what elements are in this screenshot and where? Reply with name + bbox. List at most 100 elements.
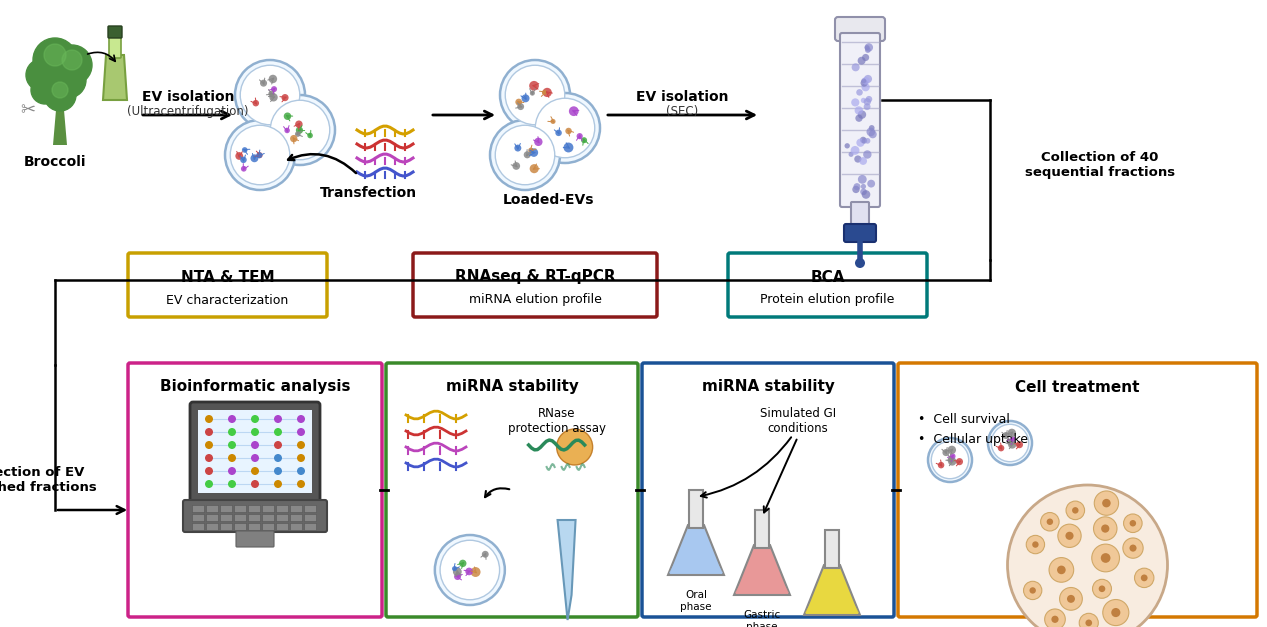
Text: RNase
protection assay: RNase protection assay <box>508 407 606 435</box>
FancyBboxPatch shape <box>898 363 1257 617</box>
Circle shape <box>530 164 538 173</box>
Circle shape <box>500 60 570 130</box>
FancyBboxPatch shape <box>840 33 881 207</box>
Text: Bioinformatic analysis: Bioinformatic analysis <box>160 379 350 394</box>
Bar <box>290 505 302 512</box>
Circle shape <box>860 98 867 103</box>
Circle shape <box>569 107 579 116</box>
Circle shape <box>1124 514 1142 532</box>
Text: Transfection: Transfection <box>319 186 417 200</box>
Circle shape <box>284 112 291 120</box>
Circle shape <box>522 94 530 102</box>
Bar <box>262 514 274 521</box>
Circle shape <box>864 43 873 51</box>
Circle shape <box>251 467 258 475</box>
Bar <box>207 514 218 521</box>
Bar <box>276 523 288 530</box>
Text: Collection of 40
sequential fractions: Collection of 40 sequential fractions <box>1025 151 1175 179</box>
Circle shape <box>274 480 283 488</box>
Circle shape <box>251 154 258 162</box>
Bar <box>290 514 302 521</box>
Circle shape <box>1007 429 1016 437</box>
Circle shape <box>865 96 872 102</box>
Circle shape <box>52 45 92 85</box>
Circle shape <box>851 98 859 107</box>
Circle shape <box>860 137 867 143</box>
Circle shape <box>576 133 583 139</box>
Polygon shape <box>669 535 723 573</box>
Circle shape <box>853 186 859 193</box>
Circle shape <box>205 441 213 449</box>
Text: EV isolation: EV isolation <box>636 90 729 104</box>
Circle shape <box>270 93 277 102</box>
Circle shape <box>290 135 298 142</box>
Circle shape <box>517 103 525 110</box>
Bar <box>193 514 204 521</box>
Text: miRNA stability: miRNA stability <box>446 379 579 394</box>
Circle shape <box>452 566 457 571</box>
Text: •  Cell survival: • Cell survival <box>919 413 1010 426</box>
Circle shape <box>863 150 872 159</box>
Circle shape <box>205 454 213 462</box>
Circle shape <box>855 115 863 122</box>
Circle shape <box>296 441 305 449</box>
Circle shape <box>205 480 213 488</box>
Bar <box>220 505 232 512</box>
Text: Gastric
phase: Gastric phase <box>744 610 780 627</box>
Text: EV characterization: EV characterization <box>166 293 289 307</box>
Circle shape <box>231 125 290 185</box>
Circle shape <box>1140 574 1148 581</box>
Circle shape <box>858 175 867 184</box>
Circle shape <box>1047 519 1053 525</box>
Bar <box>304 523 315 530</box>
Circle shape <box>256 152 262 158</box>
Bar <box>248 514 260 521</box>
Text: ✂: ✂ <box>20 101 35 119</box>
Bar <box>304 514 315 521</box>
Circle shape <box>274 415 283 423</box>
Circle shape <box>860 189 867 195</box>
Circle shape <box>582 137 587 143</box>
Text: (Ultracentrifugation): (Ultracentrifugation) <box>127 105 248 119</box>
FancyBboxPatch shape <box>190 402 321 503</box>
Circle shape <box>862 54 869 61</box>
Circle shape <box>308 133 313 139</box>
Circle shape <box>864 45 869 50</box>
Circle shape <box>260 80 267 87</box>
Circle shape <box>296 127 303 134</box>
Circle shape <box>859 157 867 165</box>
Circle shape <box>495 125 555 185</box>
Circle shape <box>205 428 213 436</box>
Circle shape <box>269 75 277 83</box>
Circle shape <box>1058 524 1081 547</box>
Circle shape <box>856 89 863 96</box>
Circle shape <box>296 480 305 488</box>
Circle shape <box>271 86 277 92</box>
Text: Broccoli: Broccoli <box>24 155 86 169</box>
Bar <box>193 505 204 512</box>
Text: EV isolation: EV isolation <box>142 90 234 104</box>
Circle shape <box>242 147 247 153</box>
Circle shape <box>296 454 305 462</box>
FancyBboxPatch shape <box>182 500 327 532</box>
FancyBboxPatch shape <box>386 363 639 617</box>
Circle shape <box>295 120 303 128</box>
Circle shape <box>241 65 300 125</box>
FancyBboxPatch shape <box>413 253 658 317</box>
Bar <box>220 523 232 530</box>
Circle shape <box>49 62 86 98</box>
Text: miRNA stability: miRNA stability <box>702 379 835 394</box>
Circle shape <box>44 79 76 111</box>
Circle shape <box>1002 432 1010 439</box>
Bar <box>248 523 260 530</box>
Circle shape <box>236 152 243 160</box>
Polygon shape <box>735 555 789 593</box>
Circle shape <box>1102 499 1111 507</box>
Circle shape <box>251 454 258 462</box>
Circle shape <box>850 146 859 155</box>
Circle shape <box>862 78 867 83</box>
Circle shape <box>856 139 864 147</box>
Circle shape <box>858 56 865 65</box>
Circle shape <box>1101 553 1110 563</box>
Circle shape <box>565 128 571 134</box>
